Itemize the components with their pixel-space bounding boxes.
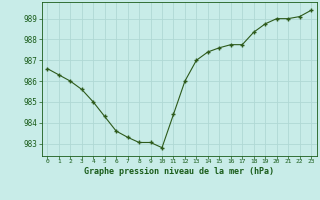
X-axis label: Graphe pression niveau de la mer (hPa): Graphe pression niveau de la mer (hPa) <box>84 167 274 176</box>
